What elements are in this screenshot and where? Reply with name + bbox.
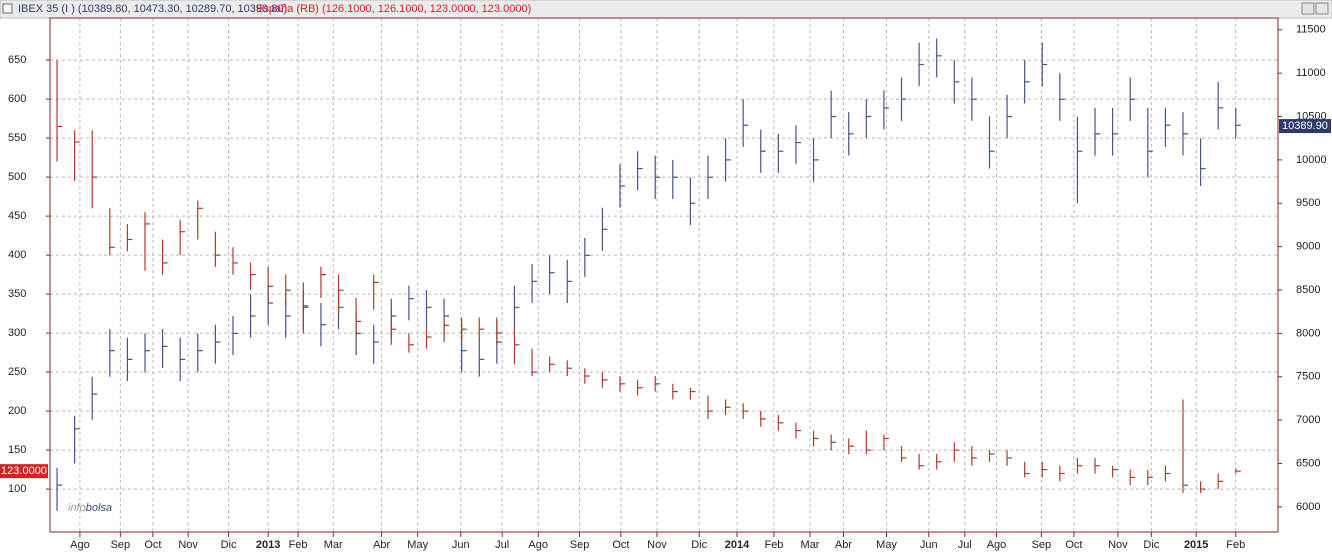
watermark-part: info [68,502,86,514]
x-tick-label: Nov [1108,539,1128,551]
y2-tick-label: 9500 [1296,197,1320,209]
x-tick-label: 2014 [725,539,750,551]
y2-tick-label: 8500 [1296,284,1320,296]
x-tick-label: Sep [111,539,131,551]
last-value-label: 123.0000 [1,465,47,477]
y-tick-label: 500 [8,171,26,183]
y2-tick-label: 8000 [1296,327,1320,339]
x-tick-label: Oct [1065,539,1082,551]
x-tick-label: Nov [647,539,667,551]
x-tick-label: Mar [801,539,820,551]
x-tick-label: Dic [1143,539,1159,551]
header-icon [2,3,13,14]
x-tick-label: May [407,539,428,551]
x-tick-label: Feb [1226,539,1245,551]
y-tick-label: 350 [8,288,26,300]
y-tick-label: 300 [8,327,26,339]
y-tick-label: 600 [8,93,26,105]
x-tick-label: Ago [987,539,1007,551]
x-tick-label: Abr [373,539,390,551]
plot-area: 100 150 200 250 300 350 400 450 500 550 600 650 6000… [8,18,1327,551]
header-series-1: IBEX 35 (I ) (10389.80, 10473.30, 10289.… [18,3,287,15]
y2-tick-label: 7000 [1296,414,1320,426]
x-tick-label: Jun [920,539,938,551]
y2-tick-label: 11000 [1296,67,1326,79]
x-tick-label: Nov [178,539,198,551]
window-button[interactable] [1301,2,1315,15]
y-tick-label: 250 [8,366,26,378]
x-tick-label: Ago [70,539,90,551]
last-value-box [0,464,48,479]
x-tick-label: May [876,539,897,551]
x-tick-label: Jun [452,539,470,551]
x-tick-label: Feb [289,539,308,551]
x-tick-label: Feb [764,539,783,551]
y-tick-label: 400 [8,249,26,261]
series [56,60,1241,494]
y-tick-label: 550 [8,132,26,144]
y-tick-label: 450 [8,210,26,222]
y2-tick-label: 10000 [1296,154,1327,166]
y-tick-label: 100 [8,483,26,495]
x-tick-label: Ago [528,539,548,551]
x-tick-label: Oct [612,539,629,551]
x-tick-label: 2013 [256,539,280,551]
header-values: (126.1000, 126.1000, 123.0000, 123.0000) [322,3,531,15]
last-value-box [1279,119,1331,134]
watermark-part: bolsa [86,502,112,514]
y-tick-label: 200 [8,405,26,417]
header-name: IBEX 35 (I ) [18,3,75,15]
x-tick-label: Abr [835,539,852,551]
y2-tick-label: 6500 [1296,457,1320,469]
header-values: (10389.80, 10473.30, 10289.70, 10390.80) [78,3,287,15]
last-value-label: 10389.90 [1282,120,1328,132]
y2-tick-label: 9000 [1296,241,1320,253]
x-tick-label: Oct [144,539,161,551]
y-tick-label: 150 [8,444,26,456]
x-tick-label: Jul [495,539,509,551]
plot-frame [49,17,1279,533]
series [56,38,1241,512]
y2-tick-label: 11500 [1296,24,1326,36]
x-tick-label: 2015 [1184,539,1208,551]
x-tick-label: Sep [570,539,590,551]
y2-tick-label: 7500 [1296,371,1320,383]
window-button[interactable] [1315,2,1329,15]
header-name: España (RB) [256,3,319,15]
watermark: infobolsa [68,502,112,514]
x-tick-label: Mar [324,539,343,551]
x-tick-label: Sep [1032,539,1052,551]
header-series-2: España (RB) (126.1000, 126.1000, 123.000… [256,3,531,15]
x-tick-label: Jul [958,539,972,551]
y2-tick-label: 6000 [1296,501,1320,513]
y-tick-label: 650 [8,54,26,66]
x-tick-label: Dic [221,539,237,551]
x-tick-label: Dic [691,539,707,551]
